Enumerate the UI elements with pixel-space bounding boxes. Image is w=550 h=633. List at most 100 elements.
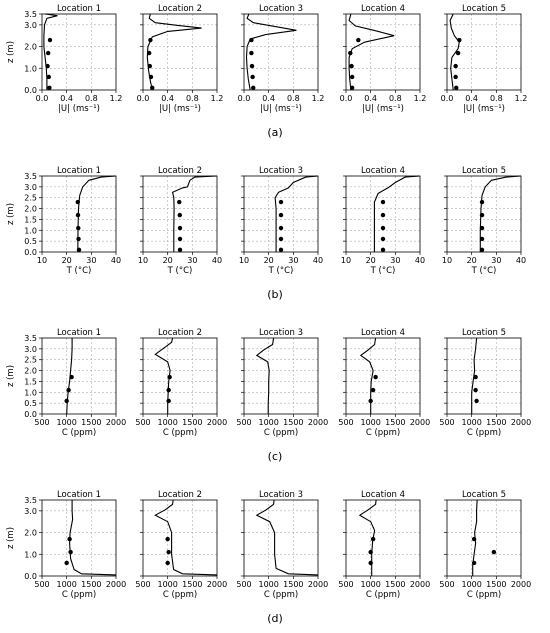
x-axis-label: C (ppm) — [62, 428, 96, 438]
measurement-point — [47, 37, 53, 43]
x-tick-label: 1500 — [81, 418, 101, 427]
subplot-title: Location 2 — [158, 490, 202, 500]
y-tick-label: 3.0 — [24, 345, 37, 354]
measurement-point — [454, 85, 459, 91]
axes-frame — [243, 337, 319, 415]
x-tick-label: 0.0 — [36, 94, 49, 103]
y-tick-label: 3.0 — [24, 21, 37, 30]
measurement-point — [249, 63, 255, 69]
y-tick-label: 0.0 — [24, 572, 37, 581]
measurement-point — [356, 37, 361, 43]
x-tick-label: 40 — [111, 256, 121, 265]
x-tick-label: 0.8 — [490, 94, 503, 103]
x-tick-label: 20 — [62, 256, 72, 265]
profile-line — [479, 175, 522, 252]
x-tick-label: 1000 — [157, 418, 177, 427]
x-tick-label: 1000 — [360, 418, 380, 427]
x-tick-label: 1000 — [157, 580, 177, 589]
x-axis-label: |U| (ms⁻¹) — [58, 104, 100, 114]
subplot-title: Location 2 — [158, 4, 202, 14]
x-axis-label: C (ppm) — [163, 590, 197, 600]
axes-frame — [345, 499, 421, 577]
subplot-title: Location 4 — [361, 490, 405, 500]
x-axis-label: C (ppm) — [467, 590, 501, 600]
subplot-title: Location 5 — [462, 328, 506, 338]
x-tick-label: 40 — [313, 256, 323, 265]
x-tick-label: 2000 — [511, 580, 531, 589]
measurement-point — [64, 398, 69, 404]
profile-line — [358, 499, 377, 576]
profile-line — [255, 337, 275, 414]
y-tick-label: 1.0 — [24, 226, 37, 235]
x-tick-label: 500 — [34, 418, 49, 427]
profile-line — [245, 13, 297, 91]
measurement-point — [76, 225, 81, 231]
measurement-point — [45, 50, 51, 56]
x-tick-label: 10 — [37, 256, 47, 265]
measurement-point — [278, 247, 284, 253]
measurement-point — [166, 398, 171, 404]
y-tick-label: 1.5 — [24, 377, 37, 386]
x-tick-label: 1500 — [81, 580, 101, 589]
x-tick-label: 2000 — [106, 418, 126, 427]
x-tick-label: 10 — [341, 256, 351, 265]
measurement-point — [473, 387, 478, 393]
x-tick-label: 2000 — [308, 580, 328, 589]
x-tick-label: 20 — [163, 256, 173, 265]
axes-frame — [41, 499, 117, 577]
x-tick-label: 2000 — [207, 580, 227, 589]
x-tick-label: 0.0 — [137, 94, 150, 103]
axes-frame — [41, 337, 117, 415]
x-axis-label: |U| (ms⁻¹) — [159, 104, 201, 114]
subplot-title: Location 3 — [259, 4, 303, 14]
x-axis-label: C (ppm) — [366, 428, 400, 438]
measurement-point — [66, 387, 71, 393]
x-tick-label: 0.4 — [465, 94, 478, 103]
x-tick-label: 30 — [187, 256, 197, 265]
measurement-point — [146, 50, 152, 56]
x-tick-label: 10 — [138, 256, 148, 265]
x-tick-label: 0.4 — [364, 94, 377, 103]
subplot-title: Location 5 — [462, 490, 506, 500]
x-tick-label: 20 — [366, 256, 376, 265]
measurement-point — [455, 50, 461, 56]
subplot-title: Location 3 — [259, 490, 303, 500]
measurement-point — [479, 247, 485, 253]
y-axis-label: z (m) — [6, 203, 16, 225]
x-tick-label: 500 — [338, 418, 353, 427]
panel-label: (b) — [267, 288, 283, 301]
measurement-point — [64, 560, 69, 566]
x-tick-label: 2000 — [511, 418, 531, 427]
x-axis-label: C (ppm) — [264, 590, 298, 600]
x-axis-label: T (°C) — [268, 266, 294, 276]
measurement-point — [380, 225, 386, 231]
measurement-point — [147, 63, 152, 69]
subplot-title: Location 1 — [57, 4, 101, 14]
profile-line — [348, 13, 395, 91]
x-tick-label: 0.8 — [85, 94, 98, 103]
measurement-point — [75, 212, 81, 218]
panel-label: (d) — [267, 612, 283, 625]
measurement-point — [471, 536, 477, 542]
subplot-title: Location 5 — [462, 4, 506, 14]
measurement-point — [177, 247, 183, 253]
axes-frame — [446, 175, 522, 253]
x-tick-label: 1500 — [385, 418, 405, 427]
x-tick-label: 2000 — [308, 418, 328, 427]
y-tick-label: 2.5 — [24, 194, 37, 203]
y-tick-label: 2.5 — [24, 356, 37, 365]
subplot-title: Location 4 — [361, 4, 405, 14]
x-tick-label: 0.4 — [60, 94, 73, 103]
x-axis-label: C (ppm) — [467, 428, 501, 438]
x-tick-label: 0.8 — [186, 94, 199, 103]
x-tick-label: 500 — [236, 580, 251, 589]
y-tick-label: 0.0 — [24, 248, 37, 257]
y-tick-label: 2.0 — [24, 205, 37, 214]
axes-frame — [446, 337, 522, 415]
y-axis-label: z (m) — [6, 365, 16, 387]
x-tick-label: 40 — [212, 256, 222, 265]
subplot-title: Location 2 — [158, 166, 202, 176]
x-tick-label: 40 — [516, 256, 526, 265]
measurement-point — [368, 560, 373, 566]
x-tick-label: 1.2 — [110, 94, 123, 103]
